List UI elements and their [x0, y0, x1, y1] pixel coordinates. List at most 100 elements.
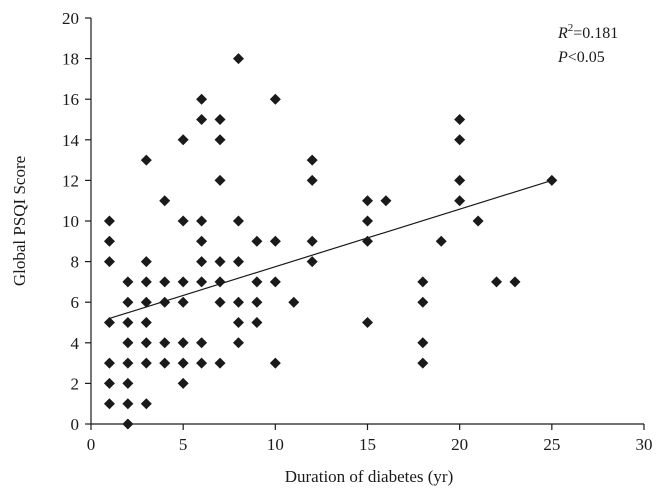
data-point: [306, 154, 318, 166]
data-point: [232, 215, 244, 227]
data-point: [214, 256, 226, 268]
data-point: [122, 317, 134, 328]
data-point: [177, 357, 189, 369]
data-point: [288, 296, 300, 308]
y-tick-label: 18: [62, 50, 79, 69]
data-point: [196, 114, 208, 125]
data-point: [103, 256, 115, 268]
data-point: [454, 195, 466, 207]
data-point: [362, 317, 373, 328]
data-point: [214, 134, 226, 146]
data-point: [251, 317, 263, 328]
data-point: [232, 317, 244, 328]
r-exponent: 2: [568, 22, 574, 34]
data-point: [417, 296, 429, 308]
y-axis-ticks: 0 2 4 6 8 10 12 14 16 18 20: [62, 9, 91, 434]
data-point: [251, 276, 263, 288]
p-symbol: P: [557, 49, 568, 66]
data-point: [159, 357, 171, 369]
data-point: [159, 276, 171, 288]
data-point: [177, 377, 189, 389]
data-point: [362, 215, 373, 227]
data-point: [196, 93, 208, 105]
data-point: [196, 256, 208, 268]
data-point: [122, 377, 134, 389]
x-tick-label: 0: [87, 435, 96, 454]
x-tick-label: 20: [451, 435, 468, 454]
data-point: [140, 357, 152, 369]
data-point: [196, 357, 208, 369]
data-point: [251, 235, 263, 247]
data-point: [214, 296, 226, 308]
trendline: [109, 179, 553, 320]
p-value: <0.05: [568, 49, 605, 66]
data-point: [140, 154, 152, 166]
data-point: [196, 337, 208, 349]
data-point: [177, 276, 189, 288]
x-tick-label: 25: [543, 435, 560, 454]
stats-annotation: R2=0.181 P<0.05: [557, 22, 618, 66]
data-point: [103, 235, 115, 247]
data-point: [196, 276, 208, 288]
data-point: [269, 357, 281, 369]
data-point: [122, 296, 134, 308]
x-tick-label: 10: [267, 435, 284, 454]
p-value-annotation: P<0.05: [557, 49, 605, 66]
data-point: [417, 357, 429, 369]
data-point: [177, 134, 189, 146]
data-point: [454, 174, 466, 186]
data-point: [214, 357, 226, 369]
data-point: [214, 114, 226, 125]
data-point: [380, 195, 392, 207]
data-point: [103, 398, 115, 410]
data-point: [214, 174, 226, 186]
y-tick-label: 12: [62, 171, 79, 190]
data-point: [103, 357, 115, 369]
data-point: [122, 276, 134, 288]
y-tick-label: 8: [71, 253, 80, 272]
x-axis-title: Duration of diabetes (yr): [285, 467, 454, 486]
y-tick-label: 4: [71, 334, 80, 353]
data-point: [306, 174, 318, 186]
data-point: [232, 296, 244, 308]
data-point: [509, 276, 521, 288]
data-point: [232, 256, 244, 268]
data-point: [122, 337, 134, 349]
data-point: [232, 337, 244, 349]
data-point: [196, 215, 208, 227]
y-tick-label: 0: [71, 415, 80, 434]
data-point: [103, 215, 115, 227]
y-tick-label: 14: [62, 131, 80, 150]
data-point: [177, 337, 189, 349]
data-point: [140, 256, 152, 268]
y-tick-label: 6: [71, 293, 80, 312]
data-point: [122, 418, 134, 430]
data-point: [122, 398, 134, 410]
data-point: [159, 296, 171, 308]
data-point: [417, 337, 429, 349]
data-point: [472, 215, 484, 227]
r-squared-annotation: R2=0.181: [557, 22, 618, 42]
x-axis-ticks: 0 5 10 15 20 25 30: [87, 424, 653, 454]
data-point: [122, 357, 134, 369]
data-point: [417, 276, 429, 288]
data-point: [269, 235, 281, 247]
data-point: [140, 276, 152, 288]
data-points: [103, 53, 558, 430]
y-tick-label: 16: [62, 90, 79, 109]
data-point: [269, 93, 281, 105]
data-point: [454, 134, 466, 146]
x-tick-label: 30: [636, 435, 653, 454]
data-point: [454, 114, 466, 125]
data-point: [103, 317, 115, 328]
data-point: [251, 296, 263, 308]
data-point: [140, 337, 152, 349]
r-symbol: R: [557, 25, 568, 42]
y-tick-label: 20: [62, 9, 79, 28]
y-axis-title: Global PSQI Score: [10, 156, 29, 286]
data-point: [362, 195, 373, 207]
x-tick-label: 15: [359, 435, 376, 454]
data-point: [196, 235, 208, 247]
data-point: [435, 235, 447, 247]
